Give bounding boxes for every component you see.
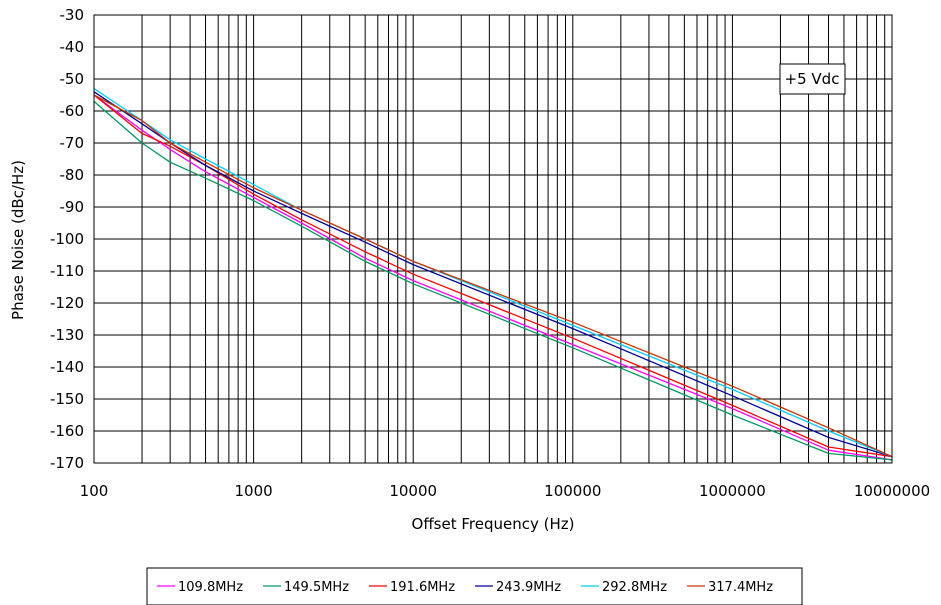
legend-label: 149.5MHz [284, 580, 349, 595]
x-tick-label: 100 [80, 482, 109, 500]
y-tick-labels: -30 -40 -50 -60 -70 -80 -90 -100 -110 -120 -130 -14… [50, 6, 84, 472]
legend-item: 317.4MHz [687, 580, 773, 595]
x-tick-label: 100000 [544, 482, 601, 500]
y-tick-label: -170 [50, 454, 84, 472]
y-tick-label: -140 [50, 358, 84, 376]
x-tick-label: 1000000 [699, 482, 766, 500]
plot-area-frame [93, 14, 893, 464]
legend: 109.8MHz 149.5MHz 191.6MHz 243.9MHz 292.8MHz… [146, 567, 803, 605]
y-tick-label: -120 [50, 294, 84, 312]
y-tick-label: -90 [60, 198, 85, 216]
series-line-109-8mhz [93, 94, 893, 461]
y-tick-label: -80 [60, 166, 85, 184]
legend-item: 292.8MHz [581, 580, 667, 595]
y-tick-label: -30 [60, 6, 85, 24]
legend-label: 243.9MHz [496, 580, 561, 595]
annotation-box: +5 Vdc [779, 63, 846, 95]
x-tick-label: 1000 [235, 482, 273, 500]
legend-item: 149.5MHz [263, 580, 349, 595]
y-tick-label: -130 [50, 326, 84, 344]
legend-label: 317.4MHz [708, 580, 773, 595]
x-tick-label: 10000 [389, 482, 437, 500]
y-tick-label: -70 [60, 134, 85, 152]
y-axis-label: Phase Noise (dBc/Hz) [9, 160, 27, 320]
y-tick-label: -100 [50, 230, 84, 248]
legend-item: 191.6MHz [369, 580, 455, 595]
y-tick-label: -160 [50, 422, 84, 440]
legend-label: 191.6MHz [390, 580, 455, 595]
series-lines [93, 88, 893, 461]
legend-label: 292.8MHz [602, 580, 667, 595]
series-line-149-5mhz [93, 100, 893, 461]
series-line-292-8mhz [93, 88, 893, 458]
y-tick-label: -40 [60, 38, 85, 56]
series-line-191-6mhz [93, 94, 893, 458]
x-tick-label: 10000000 [854, 482, 930, 500]
legend-item: 243.9MHz [475, 580, 561, 595]
series-line-317-4mhz [93, 94, 893, 458]
grid [93, 14, 892, 464]
y-tick-label: -60 [60, 102, 85, 120]
y-tick-label: -50 [60, 70, 85, 88]
series-line-243-9mhz [93, 91, 893, 458]
annotation-text: +5 Vdc [785, 70, 840, 88]
x-axis-label: Offset Frequency (Hz) [412, 515, 575, 533]
x-tick-labels: 100 1000 10000 100000 1000000 10000000 [80, 482, 931, 500]
legend-label: 109.8MHz [178, 580, 243, 595]
legend-item: 109.8MHz [157, 580, 243, 595]
y-tick-label: -150 [50, 390, 84, 408]
y-tick-label: -110 [50, 262, 84, 280]
